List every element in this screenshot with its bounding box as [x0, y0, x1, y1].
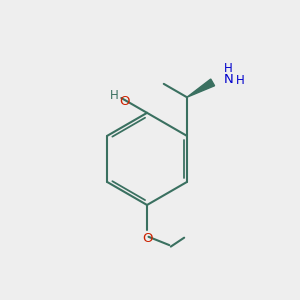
Text: O: O: [120, 95, 130, 108]
Text: O: O: [142, 232, 152, 245]
Text: H: H: [110, 89, 119, 102]
Text: H: H: [224, 61, 233, 75]
Text: H: H: [236, 74, 245, 86]
Polygon shape: [187, 79, 214, 97]
Text: N: N: [224, 73, 234, 86]
